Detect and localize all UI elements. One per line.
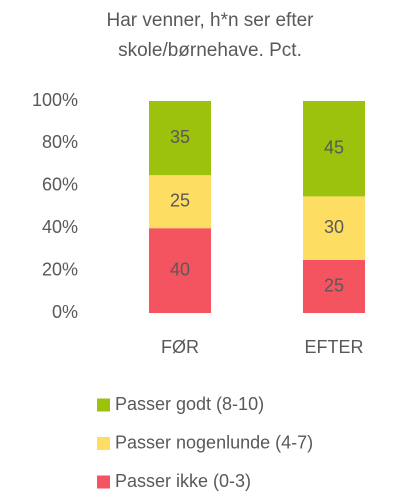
- y-tick-label: 100%: [32, 90, 78, 110]
- data-label: 25: [170, 190, 190, 210]
- data-label: 45: [324, 137, 344, 157]
- bar-segment: [303, 101, 365, 197]
- bar-segment: [303, 260, 365, 313]
- y-tick-label: 60%: [42, 175, 78, 195]
- bar-segment: [149, 228, 211, 313]
- y-tick-label: 20%: [42, 259, 78, 279]
- y-tick-label: 80%: [42, 132, 78, 152]
- bar-segment: [303, 196, 365, 260]
- data-label: 40: [170, 259, 190, 279]
- y-tick-label: 40%: [42, 217, 78, 237]
- data-label: 30: [324, 217, 344, 237]
- x-tick-label: FØR: [161, 337, 199, 357]
- y-tick-label: 0%: [52, 302, 78, 322]
- bar-segment: [149, 101, 211, 176]
- legend-swatch: [97, 398, 110, 412]
- legend-label: Passer ikke (0-3): [115, 471, 251, 491]
- legend-swatch: [97, 475, 110, 489]
- data-label: 25: [324, 275, 344, 295]
- bar-segment: [149, 175, 211, 229]
- x-tick-label: EFTER: [304, 337, 363, 357]
- data-label: 35: [170, 127, 190, 147]
- legend-label: Passer nogenlunde (4-7): [115, 432, 313, 452]
- chart-title: Har venner, h*n ser efter skole/børnehav…: [106, 10, 314, 61]
- legend-swatch: [97, 437, 110, 450]
- legend-label: Passer godt (8-10): [115, 394, 264, 414]
